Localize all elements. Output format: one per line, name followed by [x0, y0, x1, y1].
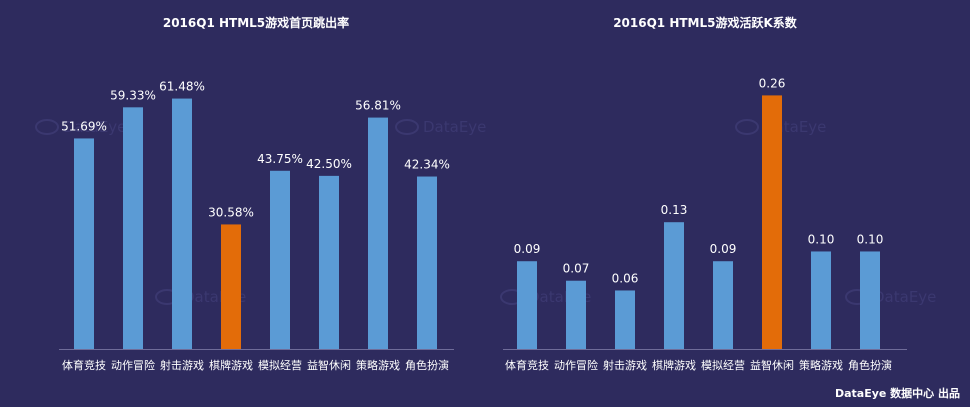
x-tick-label: 角色扮演	[848, 358, 892, 372]
x-tick-label: 体育竞技	[505, 358, 549, 372]
x-tick-label: 模拟经营	[258, 358, 302, 372]
x-tick-label: 动作冒险	[554, 358, 598, 372]
x-tick-label: 射击游戏	[603, 358, 647, 372]
bar	[860, 251, 880, 349]
x-tick-label: 策略游戏	[799, 358, 843, 372]
x-tick-label: 益智休闲	[307, 358, 351, 372]
data-label: 42.50%	[306, 157, 352, 171]
watermark-eye-icon	[35, 119, 59, 135]
data-label: 0.10	[857, 232, 884, 246]
x-tick-label: 益智休闲	[750, 358, 794, 372]
watermark-eye-icon	[395, 119, 419, 135]
bar	[172, 98, 192, 349]
data-label: 59.33%	[110, 88, 156, 102]
bar	[74, 138, 94, 349]
bar	[664, 222, 684, 349]
bar	[417, 176, 437, 349]
chart-title: 2016Q1 HTML5游戏首页跳出率	[163, 15, 349, 30]
footer-credit: DataEye 数据中心 出品	[834, 387, 960, 400]
bar	[123, 107, 143, 349]
data-label: 0.09	[710, 242, 737, 256]
data-label: 0.06	[612, 271, 639, 285]
bar	[713, 261, 733, 349]
data-label: 61.48%	[159, 80, 205, 94]
data-label: 43.75%	[257, 152, 303, 166]
data-label: 42.34%	[404, 158, 450, 172]
data-label: 56.81%	[355, 99, 401, 113]
x-tick-label: 策略游戏	[356, 358, 400, 372]
watermark-text: DataEye	[423, 118, 486, 136]
x-tick-label: 体育竞技	[62, 358, 106, 372]
bar	[566, 280, 586, 349]
bar	[221, 224, 241, 349]
watermark-text: DataEye	[63, 118, 126, 136]
data-label: 0.09	[514, 242, 541, 256]
watermark-eye-icon	[735, 119, 759, 135]
data-label: 0.13	[661, 203, 688, 217]
bar	[368, 117, 388, 349]
x-tick-label: 角色扮演	[405, 358, 449, 372]
data-label: 51.69%	[61, 119, 107, 133]
x-tick-label: 棋牌游戏	[209, 358, 253, 372]
watermark-text: DataEye	[873, 288, 936, 306]
bar	[762, 95, 782, 349]
x-tick-label: 射击游戏	[160, 358, 204, 372]
bar	[615, 290, 635, 349]
x-tick-label: 棋牌游戏	[652, 358, 696, 372]
bar	[517, 261, 537, 349]
chart-title: 2016Q1 HTML5游戏活跃K系数	[613, 15, 798, 30]
bar	[811, 251, 831, 349]
bar	[270, 170, 290, 349]
data-label: 30.58%	[208, 205, 254, 219]
x-tick-label: 动作冒险	[111, 358, 155, 372]
data-label: 0.26	[759, 76, 786, 90]
bar	[319, 175, 339, 349]
x-tick-label: 模拟经营	[701, 358, 745, 372]
data-label: 0.07	[563, 262, 590, 276]
data-label: 0.10	[808, 232, 835, 246]
